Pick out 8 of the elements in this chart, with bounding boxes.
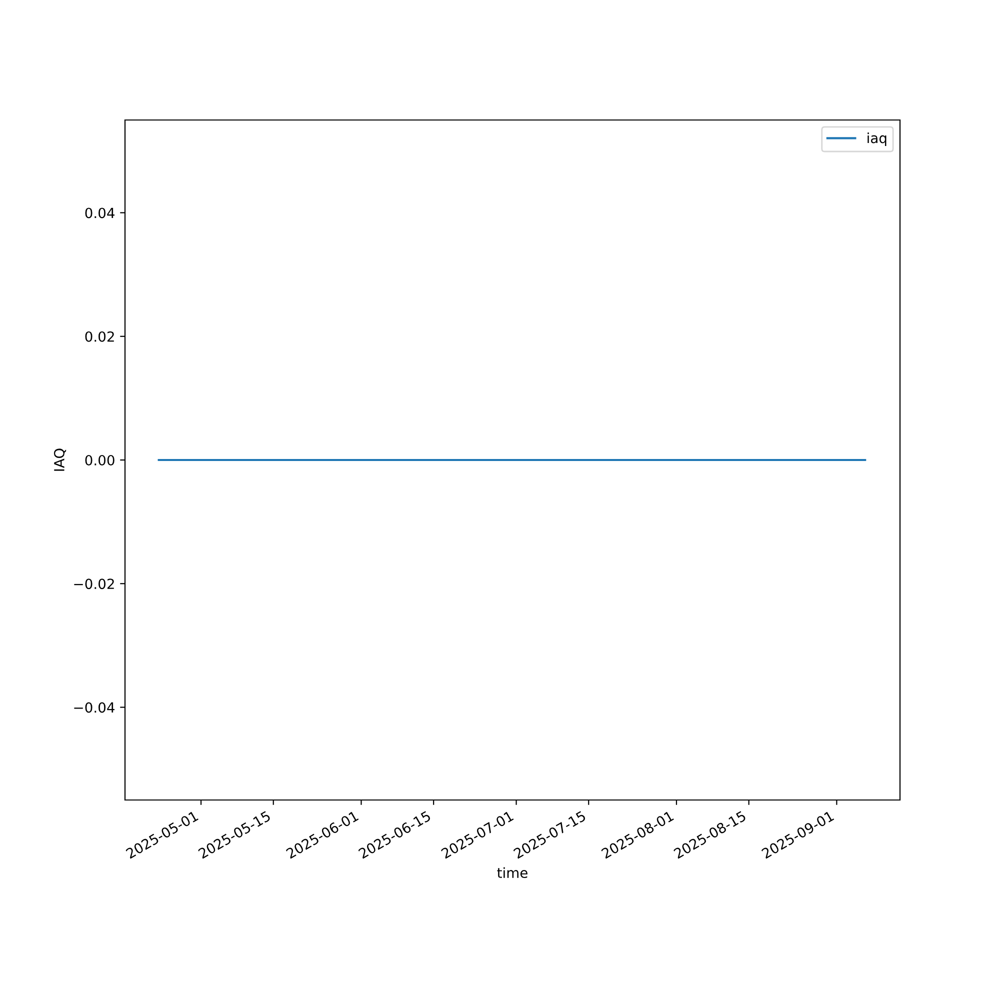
y-tick-label: −0.02 [74,578,114,590]
y-axis-title: IAQ [54,448,66,471]
legend-label: iaq [868,132,886,146]
x-axis-title: time [497,867,528,878]
y-tick-label: −0.04 [74,702,114,713]
y-tick-label: 0.00 [85,454,114,466]
y-tick-label: 0.02 [85,331,114,342]
y-tick-label: 0.04 [85,208,114,218]
